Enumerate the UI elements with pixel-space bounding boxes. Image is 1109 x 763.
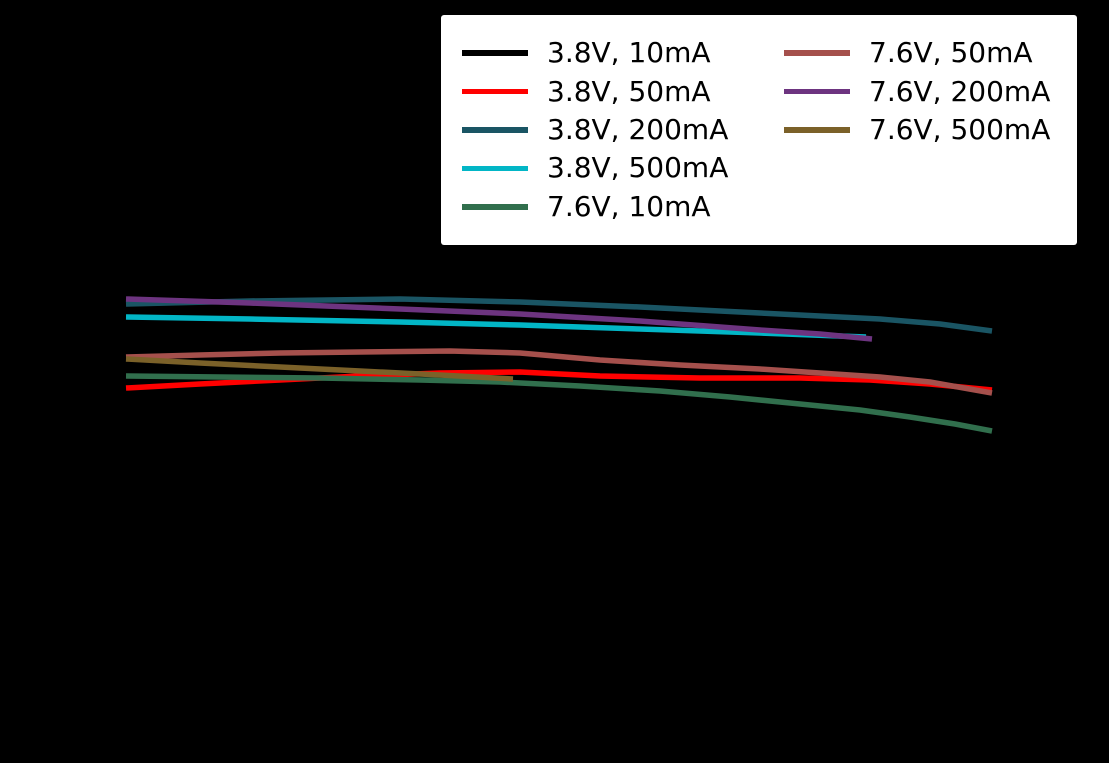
legend-swatch-3-8v-500ma — [462, 165, 528, 172]
legend-label-3-8v-200ma: 3.8V, 200mA — [547, 112, 729, 146]
legend-swatch-7-6v-200ma — [784, 88, 850, 95]
legend-label-7-6v-10ma: 7.6V, 10mA — [547, 189, 711, 223]
legend-label-7-6v-500ma: 7.6V, 500mA — [869, 112, 1051, 146]
series-line-3-8v-200ma — [125, 296, 993, 334]
legend-swatch-7-6v-500ma — [784, 127, 850, 133]
legend-item-7-6v-500ma: 7.6V, 500mA — [784, 111, 1050, 149]
legend-column-2: 7.6V, 50mA 7.6V, 200mA 7.6V, 500mA — [784, 34, 1050, 149]
series-line-7-6v-50ma — [125, 348, 993, 396]
legend-label-7-6v-200ma: 7.6V, 200mA — [869, 74, 1051, 108]
legend-column-1: 3.8V, 10mA 3.8V, 50mA 3.8V, 200mA 3.8V, 500… — [462, 34, 728, 226]
legend-label-3-8v-500ma: 3.8V, 500mA — [547, 151, 729, 185]
legend-swatch-7-6v-50ma — [784, 50, 850, 56]
legend-item-3-8v-500ma: 3.8V, 500mA — [462, 149, 728, 187]
legend-item-7-6v-50ma: 7.6V, 50mA — [784, 34, 1050, 72]
legend-item-3-8v-50ma: 3.8V, 50mA — [462, 72, 728, 110]
legend: 3.8V, 10mA 3.8V, 50mA 3.8V, 200mA 3.8V, 500… — [441, 15, 1077, 245]
series-line-7-6v-10ma — [125, 373, 993, 434]
series-line-7-6v-200ma — [125, 296, 873, 342]
legend-item-7-6v-10ma: 7.6V, 10mA — [462, 188, 728, 226]
legend-label-3-8v-10ma: 3.8V, 10mA — [547, 36, 711, 70]
legend-item-3-8v-200ma: 3.8V, 200mA — [462, 111, 728, 149]
legend-swatch-3-8v-50ma — [462, 88, 528, 95]
legend-item-7-6v-200ma: 7.6V, 200mA — [784, 72, 1050, 110]
series-line-3-8v-500ma — [125, 314, 867, 340]
series-line-3-8v-50ma — [125, 369, 993, 393]
legend-item-3-8v-10ma: 3.8V, 10mA — [462, 34, 728, 72]
legend-swatch-3-8v-200ma — [462, 127, 528, 133]
legend-swatch-7-6v-10ma — [462, 204, 528, 210]
series-line-7-6v-500ma — [125, 356, 514, 382]
legend-label-3-8v-50ma: 3.8V, 50mA — [547, 74, 711, 108]
legend-swatch-3-8v-10ma — [462, 50, 528, 56]
legend-label-7-6v-50ma: 7.6V, 50mA — [869, 36, 1033, 70]
